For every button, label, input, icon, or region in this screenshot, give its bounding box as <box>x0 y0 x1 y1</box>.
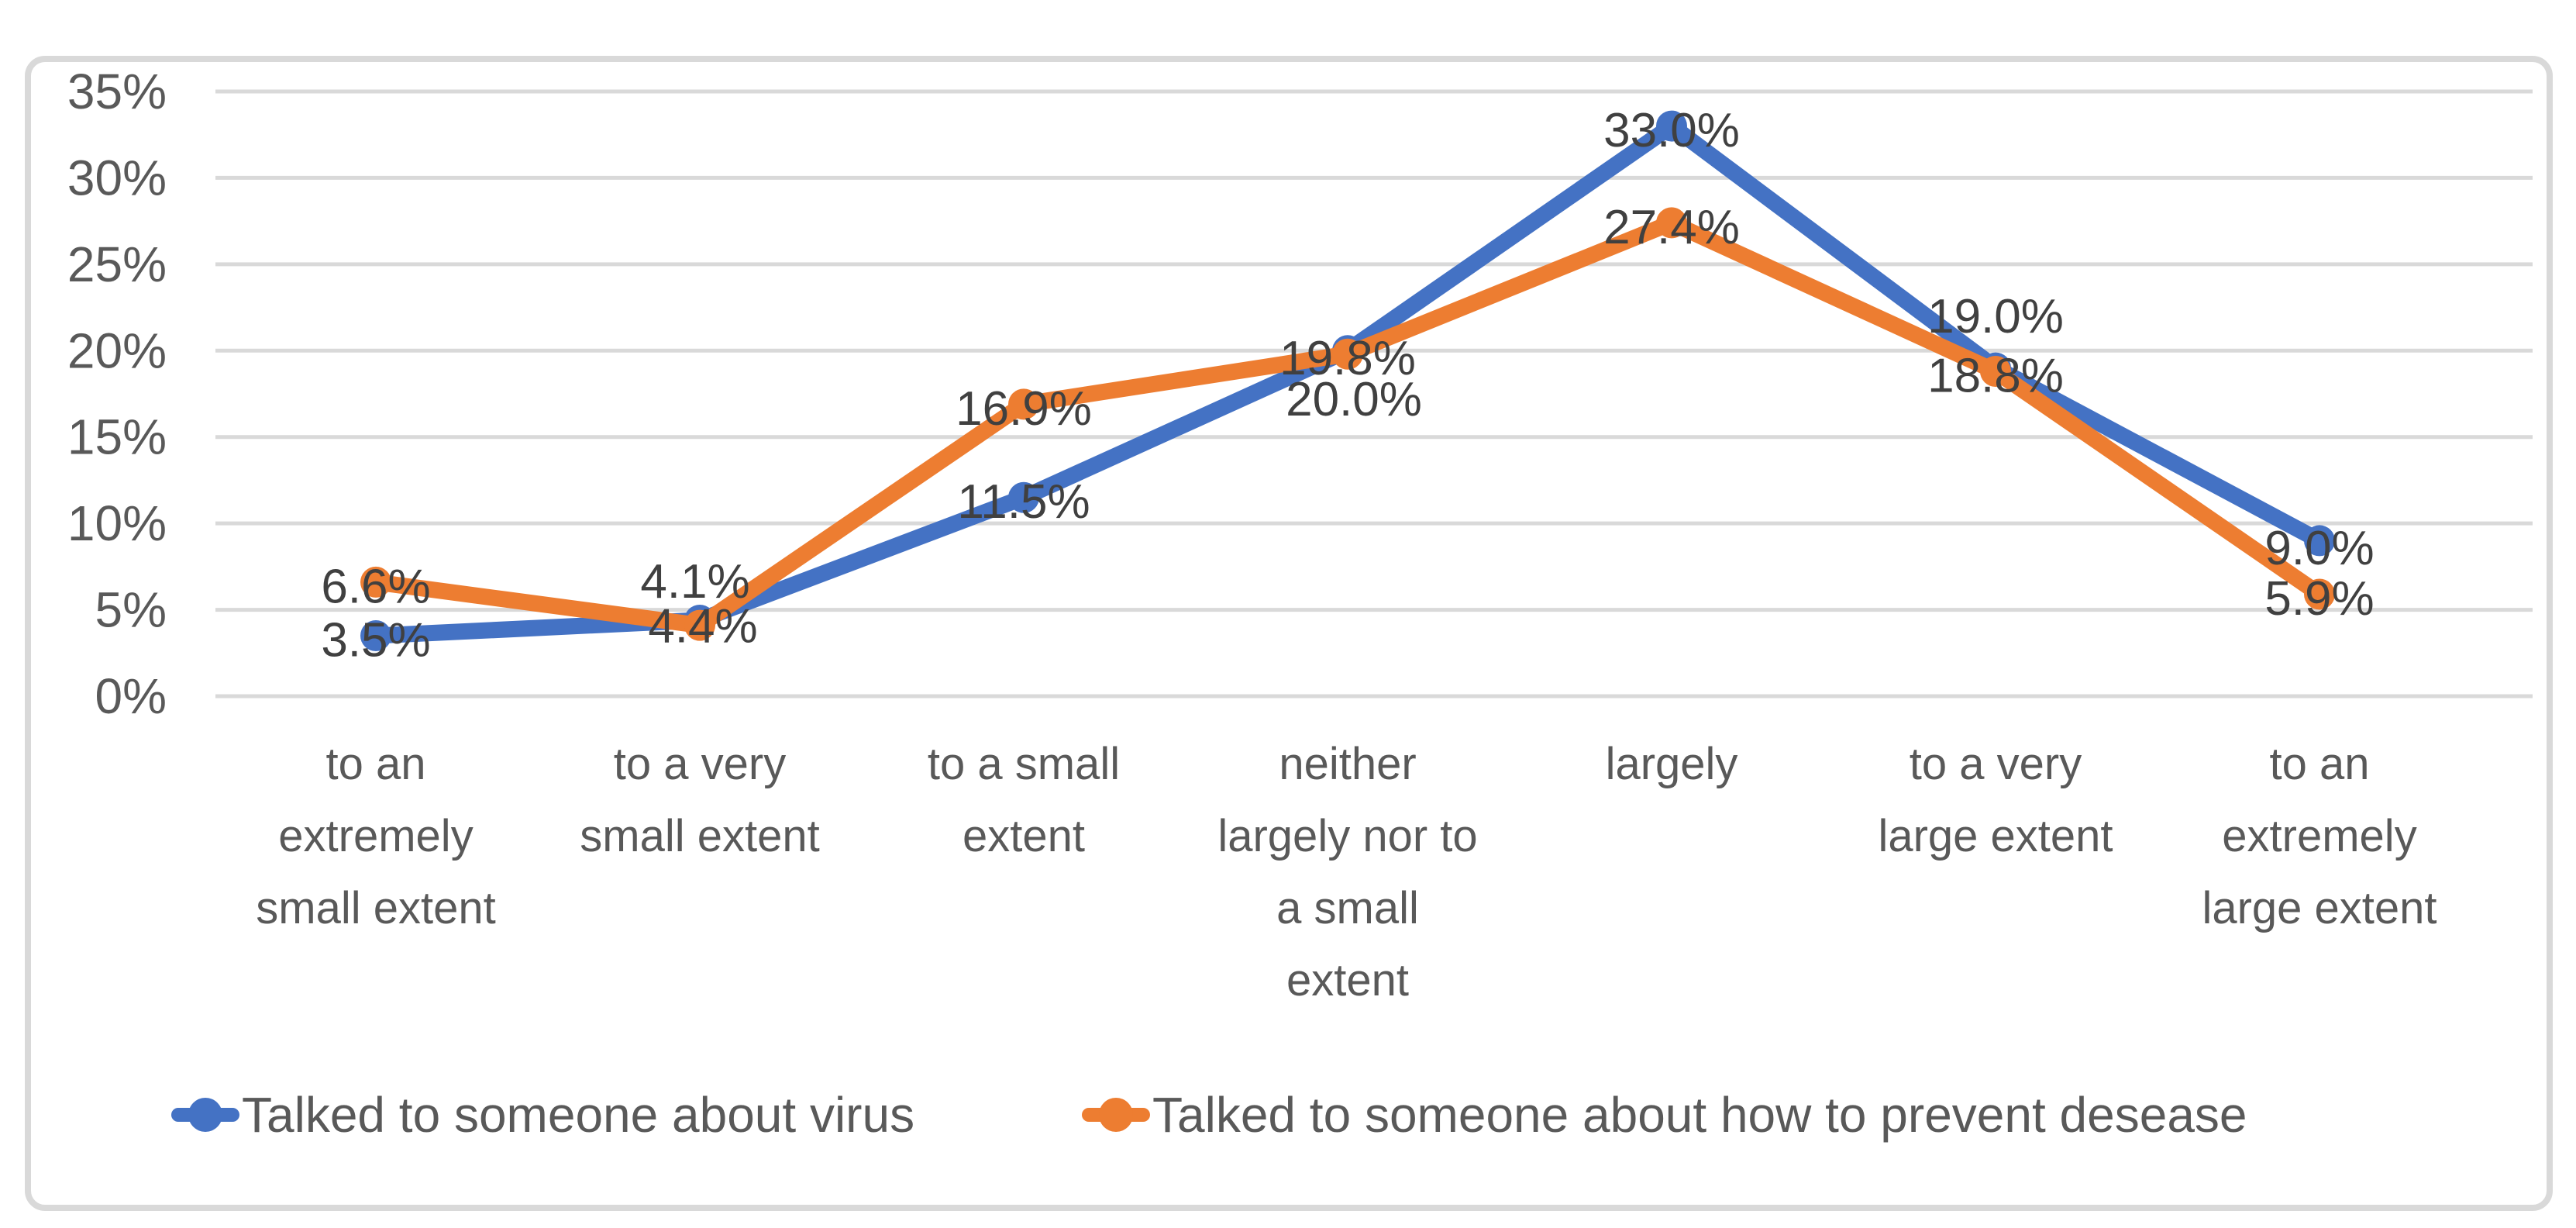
data-point-marker <box>2304 578 2335 610</box>
data-label: 27.4% <box>1603 201 1740 254</box>
data-point-marker <box>1008 388 1039 420</box>
x-axis-category-label-line: small extent <box>256 883 495 933</box>
x-axis-category-label: to a very small extent <box>580 739 819 861</box>
x-axis-category-label: neither largely nor to a small extent <box>1217 739 1477 1006</box>
legend-label: Talked to someone about virus <box>242 1087 914 1143</box>
x-axis-category-label-line: largely nor to <box>1217 811 1477 861</box>
x-axis-category-label-line: to a very <box>1910 739 2082 789</box>
data-label: 5.9% <box>2264 572 2374 626</box>
data-point-marker <box>1656 207 1687 239</box>
data-point-marker <box>360 620 391 651</box>
series-prevent-group <box>360 207 2335 641</box>
data-point-marker <box>360 566 391 598</box>
y-axis-tick-label: 15% <box>67 409 167 465</box>
x-axis-category-label-line: a small <box>1276 883 1419 933</box>
x-axis-category-label: to an extremely small extent <box>256 739 495 933</box>
data-point-marker <box>2304 525 2335 557</box>
data-label: 33.0% <box>1603 104 1740 157</box>
data-point-marker <box>1656 110 1687 142</box>
data-label: 20.0% <box>1286 373 1422 426</box>
y-axis-tick-label: 5% <box>95 582 167 638</box>
y-axis-tick-label: 0% <box>95 668 167 724</box>
data-point-marker <box>1008 481 1039 513</box>
x-axis-category-label-line: extremely <box>2222 811 2416 861</box>
y-axis-tick-label: 30% <box>67 150 167 205</box>
data-label: 19.8% <box>1279 332 1416 385</box>
x-axis-category-label-line: to an <box>326 739 426 789</box>
data-label: 11.5% <box>957 475 1090 529</box>
x-axis-category-label-line: largely <box>1606 739 1738 789</box>
legend-item: Talked to someone about virus <box>171 1087 914 1143</box>
x-axis-category-label-line: small extent <box>580 811 819 861</box>
y-axis-ticks-group: 0% 5% 10% 15% 20% 25% 30% 35% <box>67 64 167 724</box>
x-axis-category-label: to a very large extent <box>1878 739 2113 861</box>
data-label: 6.6% <box>321 560 430 613</box>
y-axis-tick-label: 20% <box>67 323 167 378</box>
data-label: 9.0% <box>2264 522 2374 575</box>
data-point-marker <box>1980 356 2011 388</box>
legend-item: Talked to someone about how to prevent d… <box>1082 1087 2247 1143</box>
data-label: 4.4% <box>648 599 757 653</box>
data-point-marker <box>684 609 715 641</box>
x-axis-category-label-line: large extent <box>2202 883 2437 933</box>
x-axis-category-label-line: neither <box>1279 739 1416 789</box>
x-axis-category-label: largely <box>1606 739 1738 789</box>
data-label: 3.5% <box>321 614 430 667</box>
x-axis-category-label-line: extent <box>963 811 1085 861</box>
y-axis-tick-label: 35% <box>67 64 167 119</box>
legend-dot-marker-icon <box>1099 1098 1133 1132</box>
x-axis-category-label: to an extremely large extent <box>2202 739 2437 933</box>
x-axis-category-label-line: to a small <box>928 739 1120 789</box>
y-axis-tick-label: 25% <box>67 236 167 292</box>
legend-label: Talked to someone about how to prevent d… <box>1152 1087 2247 1143</box>
x-axis-category-label-line: extremely <box>278 811 473 861</box>
x-axis-labels-group: to an extremely small extent to a very small… <box>256 739 2437 1006</box>
data-point-marker <box>1332 338 1363 370</box>
data-label: 19.0% <box>1927 290 2064 343</box>
data-label: 16.9% <box>956 382 1092 436</box>
legend-dot-marker-icon <box>188 1098 222 1132</box>
x-axis-category-label-line: to an <box>2270 739 2370 789</box>
x-axis-category-label-line: large extent <box>1878 811 2113 861</box>
data-labels-group: 3.5% 4.4% 11.5% 20.0% 33.0% 19.0% 9.0% 6.6% 4.1%… <box>321 104 2374 667</box>
x-axis-category-label-line: extent <box>1286 955 1409 1006</box>
chart-border <box>25 56 2553 1211</box>
data-label: 18.8% <box>1927 350 2064 403</box>
y-axis-tick-label: 10% <box>67 495 167 551</box>
legend: Talked to someone about virus Talked to s… <box>171 1087 2247 1143</box>
x-axis-category-label-line: to a very <box>614 739 786 789</box>
x-axis-category-label: to a small extent <box>928 739 1120 861</box>
data-label: 4.1% <box>640 555 749 609</box>
